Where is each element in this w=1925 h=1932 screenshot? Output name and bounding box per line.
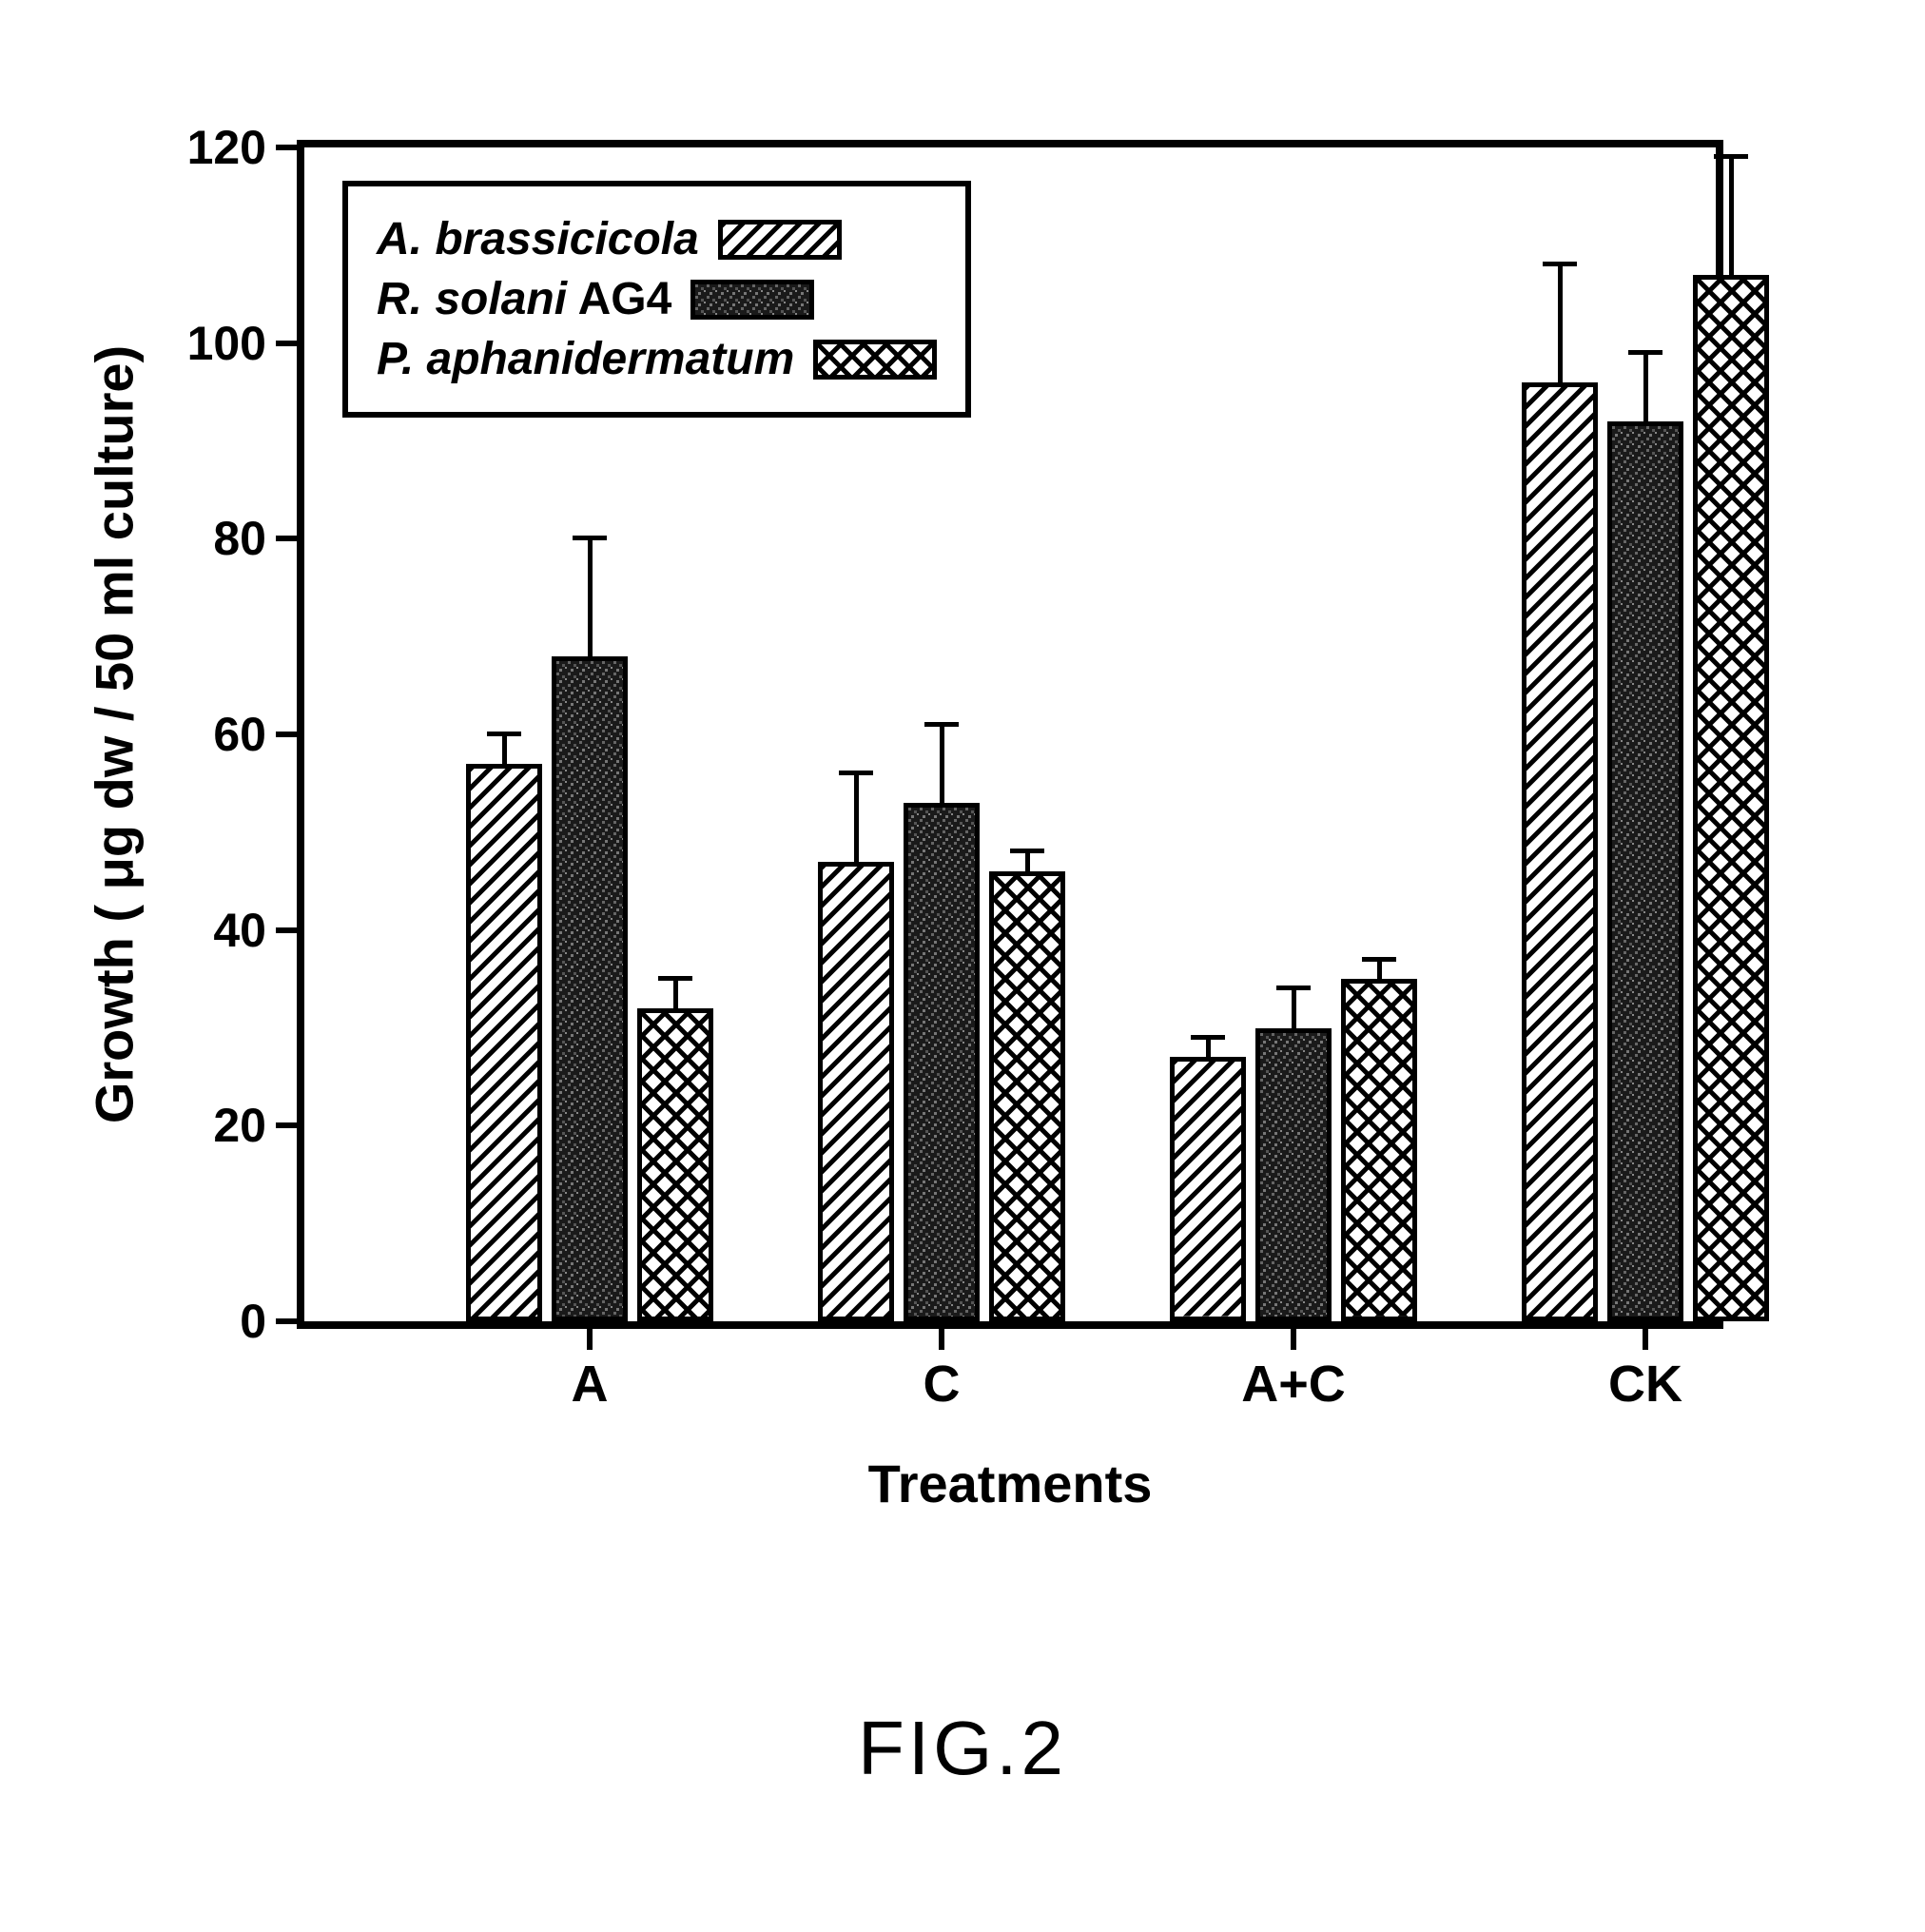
y-tick-label: 0 bbox=[240, 1294, 266, 1349]
legend-swatch bbox=[718, 220, 842, 260]
bar bbox=[1341, 979, 1417, 1321]
error-bar bbox=[1643, 353, 1648, 421]
error-bar bbox=[1377, 960, 1382, 980]
x-tick bbox=[939, 1321, 944, 1350]
legend-label: P. aphanidermatum bbox=[377, 333, 794, 385]
error-cap bbox=[1276, 986, 1311, 990]
x-tick-label: CK bbox=[1608, 1355, 1682, 1414]
bar bbox=[989, 871, 1065, 1321]
error-bar bbox=[940, 725, 944, 803]
error-bar bbox=[1025, 851, 1030, 871]
y-tick-label: 100 bbox=[187, 316, 266, 371]
x-tick bbox=[587, 1321, 593, 1350]
chart-frame: 020406080100120ACA+CCK Growth ( μg dw / … bbox=[297, 140, 1723, 1329]
bar bbox=[818, 862, 894, 1321]
y-tick bbox=[276, 145, 304, 150]
bar bbox=[552, 656, 628, 1321]
bar bbox=[1522, 382, 1598, 1321]
error-cap bbox=[487, 732, 521, 736]
error-cap bbox=[658, 976, 692, 981]
error-cap bbox=[1191, 1035, 1225, 1040]
figure-caption: FIG.2 bbox=[858, 1705, 1067, 1792]
bar bbox=[1607, 421, 1683, 1321]
error-cap bbox=[1628, 350, 1662, 355]
y-tick-label: 60 bbox=[213, 707, 266, 762]
y-tick bbox=[276, 927, 304, 933]
error-bar bbox=[502, 734, 507, 764]
x-tick bbox=[1643, 1321, 1648, 1350]
x-tick bbox=[1291, 1321, 1296, 1350]
error-bar bbox=[854, 773, 859, 862]
legend: A. brassicicola R. solani AG4 P. aphanider… bbox=[342, 181, 971, 418]
legend-swatch bbox=[813, 340, 937, 380]
error-bar bbox=[1206, 1038, 1211, 1058]
y-tick bbox=[276, 732, 304, 737]
error-bar bbox=[1558, 264, 1563, 381]
bar bbox=[466, 764, 542, 1321]
legend-item: P. aphanidermatum bbox=[377, 333, 937, 385]
error-cap bbox=[1714, 154, 1748, 159]
x-axis-label: Treatments bbox=[868, 1453, 1153, 1514]
y-tick bbox=[276, 1122, 304, 1128]
error-bar bbox=[1292, 988, 1296, 1027]
error-cap bbox=[573, 536, 607, 540]
legend-swatch bbox=[690, 280, 814, 320]
y-tick bbox=[276, 341, 304, 346]
error-bar bbox=[1729, 157, 1734, 274]
x-tick-label: C bbox=[924, 1355, 961, 1414]
error-bar bbox=[588, 538, 593, 655]
y-tick bbox=[276, 536, 304, 541]
bar bbox=[904, 803, 980, 1321]
legend-item: A. brassicicola bbox=[377, 213, 937, 265]
figure-wrap: 020406080100120ACA+CCK Growth ( μg dw / … bbox=[154, 140, 1771, 1792]
error-cap bbox=[1543, 262, 1577, 266]
legend-label: A. brassicicola bbox=[377, 213, 699, 265]
bar bbox=[637, 1008, 713, 1321]
y-tick-label: 40 bbox=[213, 903, 266, 958]
y-axis-label: Growth ( μg dw / 50 ml culture) bbox=[84, 345, 146, 1123]
legend-item: R. solani AG4 bbox=[377, 273, 937, 325]
error-cap bbox=[1362, 957, 1396, 962]
bar bbox=[1255, 1028, 1332, 1322]
legend-label: R. solani AG4 bbox=[377, 273, 671, 325]
bar bbox=[1693, 275, 1769, 1321]
error-cap bbox=[839, 771, 873, 775]
error-cap bbox=[1010, 849, 1044, 853]
x-tick-label: A+C bbox=[1241, 1355, 1346, 1414]
error-cap bbox=[924, 722, 959, 727]
y-tick-label: 120 bbox=[187, 120, 266, 175]
x-tick-label: A bbox=[572, 1355, 609, 1414]
y-tick-label: 80 bbox=[213, 511, 266, 566]
y-tick-label: 20 bbox=[213, 1098, 266, 1153]
bar bbox=[1170, 1057, 1246, 1321]
y-tick bbox=[276, 1318, 304, 1324]
error-bar bbox=[673, 979, 678, 1008]
